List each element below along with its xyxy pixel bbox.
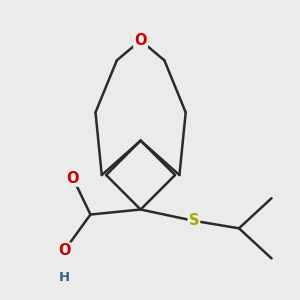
Text: O: O (134, 33, 147, 48)
Text: S: S (189, 213, 199, 228)
Text: O: O (67, 171, 79, 186)
Text: O: O (58, 243, 70, 258)
Text: H: H (58, 271, 70, 284)
